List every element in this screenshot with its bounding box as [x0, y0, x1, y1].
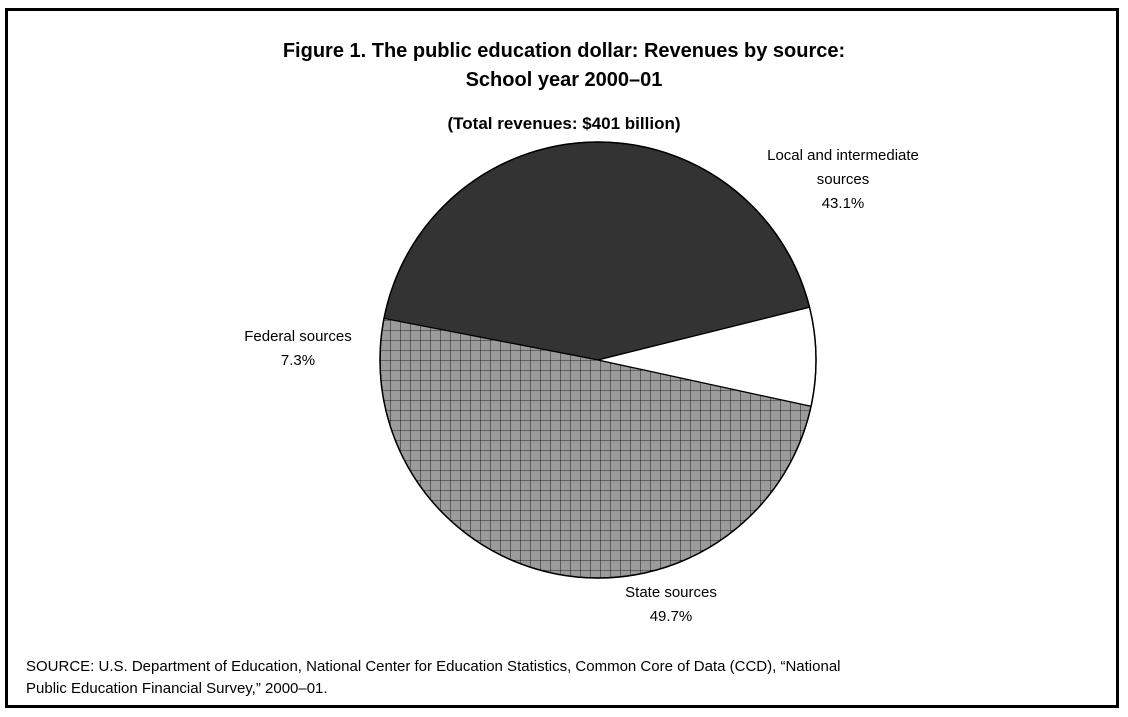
chart-subtitle: (Total revenues: $401 billion)	[447, 114, 681, 133]
source-line-2: Public Education Financial Survey,” 2000…	[26, 680, 328, 697]
slice-label-local-and-intermediate-sources-2: sources	[817, 171, 870, 188]
source-line-1: SOURCE: U.S. Department of Education, Na…	[26, 658, 841, 675]
slice-label-local-and-intermediate-sources-1: Local and intermediate	[767, 147, 919, 164]
pie-slices	[379, 141, 817, 579]
source-note: SOURCE: U.S. Department of Education, Na…	[26, 656, 1116, 700]
chart-title-line-1: Figure 1. The public education dollar: R…	[282, 40, 846, 62]
slice-label-federal-sources-1: Federal sources	[244, 328, 352, 345]
chart-title-line-2: School year 2000–01	[465, 69, 663, 91]
slice-value-federal-sources: 7.3%	[281, 352, 315, 369]
pie-outline	[379, 141, 817, 579]
slice-value-state-sources: 49.7%	[650, 608, 693, 625]
pie-labels: Local and intermediate sources 43.1% State …	[244, 147, 919, 625]
slice-value-local-and-intermediate-sources: 43.1%	[822, 195, 865, 212]
slice-label-state-sources-1: State sources	[625, 584, 717, 601]
chart-title: Figure 1. The public education dollar: R…	[0, 37, 1128, 95]
